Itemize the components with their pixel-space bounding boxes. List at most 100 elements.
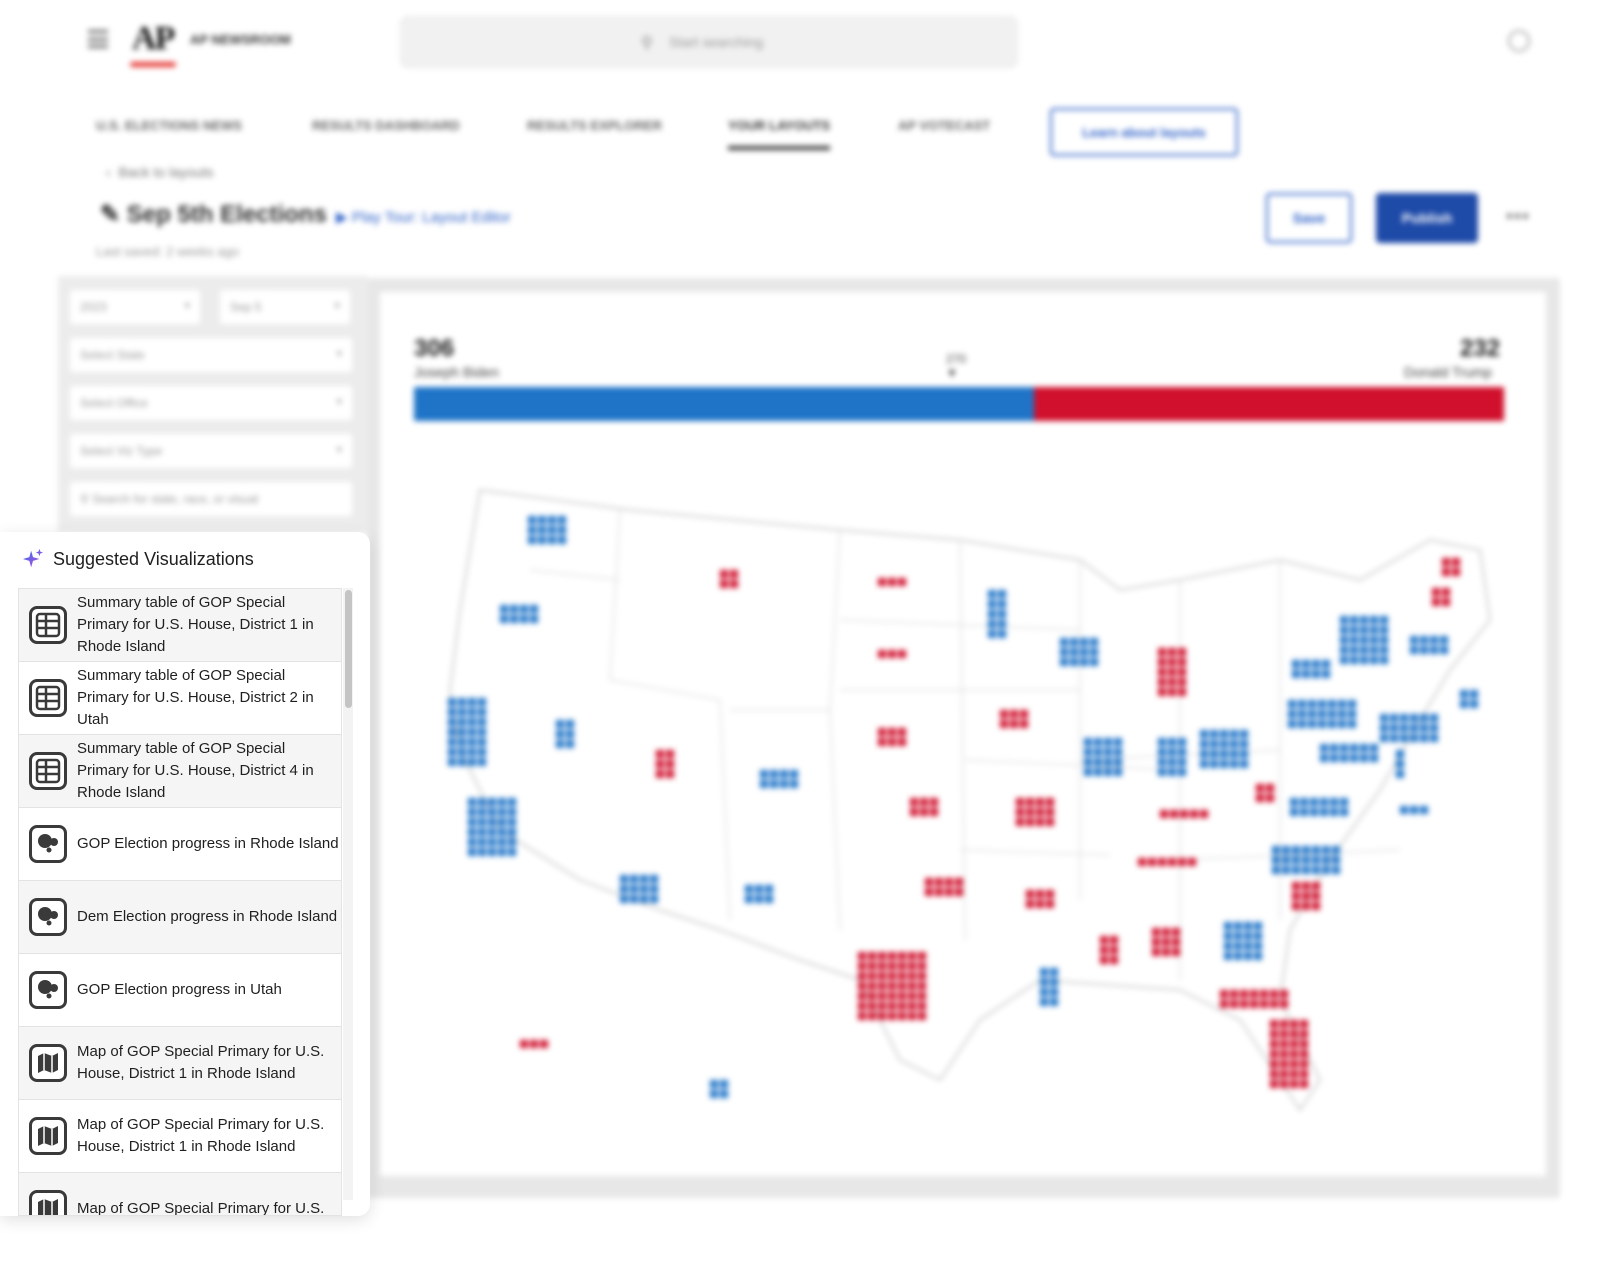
map-tile [1348,720,1356,728]
list-item[interactable]: Map of GOP Special Primary for U.S. Hous… [19,1027,341,1100]
map-tile [918,962,926,970]
map-tile [1158,738,1166,746]
chevron-down-icon: ▾ [336,444,342,456]
map-tile [988,630,996,638]
list-item[interactable]: Summary table of GOP Special Primary for… [19,735,341,808]
map-tile [620,875,628,883]
map-tile [898,728,906,736]
map-tile [510,605,518,613]
map-tile [1188,858,1196,866]
tab-us-elections-news[interactable]: U.S. ELECTIONS NEWS [96,118,242,133]
map-tile [1280,1070,1288,1078]
map-tile [898,578,906,586]
user-profile-icon[interactable] [1508,30,1530,52]
map-tile [1168,648,1176,656]
map-tile [1240,740,1248,748]
map-tile [1210,760,1218,768]
map-tile [508,838,516,846]
map-tile [510,615,518,623]
map-tile [1270,1000,1278,1008]
map-tile [650,885,658,893]
tab-results-dashboard[interactable]: RESULTS DASHBOARD [312,118,460,133]
more-options-icon[interactable]: ••• [1506,206,1531,228]
map-tile [1230,730,1238,738]
suggestions-scroll-thumb[interactable] [345,590,352,708]
map-tile [1312,882,1320,890]
map-tile [1080,658,1088,666]
electoral-vote-bar [414,387,1504,421]
map-tile [1040,998,1048,1006]
play-tour-link[interactable]: ▶ Play Tour: Layout Editor [336,208,511,226]
map-tile [640,875,648,883]
tab-your-layouts[interactable]: YOUR LAYOUTS [728,118,831,133]
map-tile [566,730,574,738]
map-tile [1410,806,1418,814]
filter-search-input[interactable]: ⚲ Search for state, race, or visual [70,482,352,516]
map-tile [770,770,778,778]
state-select[interactable]: Select State ▾ [70,338,352,372]
viz-type-select[interactable]: Select Viz Type ▾ [70,434,352,468]
map-tile [1292,856,1300,864]
map-tile [1270,1040,1278,1048]
dem-electoral-votes: 306 [414,335,455,362]
map-tile [458,708,466,716]
tab-ap-votecast[interactable]: AP VOTECAST [898,118,991,133]
map-tile [478,728,486,736]
list-item[interactable]: Summary table of GOP Special Primary for… [19,589,341,662]
year-select[interactable]: 2023 ▾ [70,290,200,324]
map-tile [1318,720,1326,728]
list-item[interactable]: Map of GOP Special Primary for U.S. Hous… [19,1100,341,1173]
map-tile [1310,808,1318,816]
map-tile [908,1002,916,1010]
suggestions-scrollbar[interactable] [343,588,353,1200]
dem-bar-segment [414,387,1034,421]
map-tile [858,962,866,970]
office-select[interactable]: Select Office ▾ [70,386,352,420]
map-tile [1300,1080,1308,1088]
map-tile [478,808,486,816]
back-to-layouts-link[interactable]: ‹ Back to layouts [106,164,213,180]
table-icon [29,752,67,790]
map-tile [918,992,926,1000]
map-tile [1360,616,1368,624]
list-item[interactable]: Map of GOP Special Primary for U.S. [19,1173,341,1215]
map-tile [1050,998,1058,1006]
map-tile [1300,1070,1308,1078]
ap-logo[interactable]: AP [132,20,175,57]
save-button[interactable]: Save [1266,193,1352,243]
map-tile [1152,928,1160,936]
map-tile [528,516,536,524]
learn-about-layouts-button[interactable]: Learn about layouts [1050,108,1238,156]
map-tile [888,962,896,970]
map-tile [1452,558,1460,566]
date-select[interactable]: Sep 5 ▾ [220,290,350,324]
map-tile [528,526,536,534]
map-tile [1280,1080,1288,1088]
menu-icon[interactable] [88,30,108,48]
map-tile [1094,758,1102,766]
map-tile [1272,846,1280,854]
map-tile [1452,568,1460,576]
map-tile [478,758,486,766]
map-tile [1312,902,1320,910]
chevron-down-icon: ▾ [334,300,340,312]
map-tile [1322,856,1330,864]
map-tile [1158,768,1166,776]
list-item[interactable]: GOP Election progress in Utah [19,954,341,1027]
publish-button[interactable]: Publish [1376,193,1478,243]
map-tile [1240,750,1248,758]
map-tile [458,758,466,766]
map-tile [998,590,1006,598]
edit-icon[interactable]: ✎ [100,201,127,228]
list-item[interactable]: GOP Election progress in Rhode Island [19,808,341,881]
map-tile [448,738,456,746]
list-item[interactable]: Summary table of GOP Special Primary for… [19,662,341,735]
map-tile [868,992,876,1000]
tab-results-explorer[interactable]: RESULTS EXPLORER [527,118,662,133]
list-item[interactable]: Dem Election progress in Rhode Island [19,881,341,954]
map-tile [1298,700,1306,708]
map-tile [1290,1020,1298,1028]
map-tile [1070,648,1078,656]
map-tile [918,972,926,980]
search-input[interactable]: ⚲ Start searching [400,16,1018,68]
